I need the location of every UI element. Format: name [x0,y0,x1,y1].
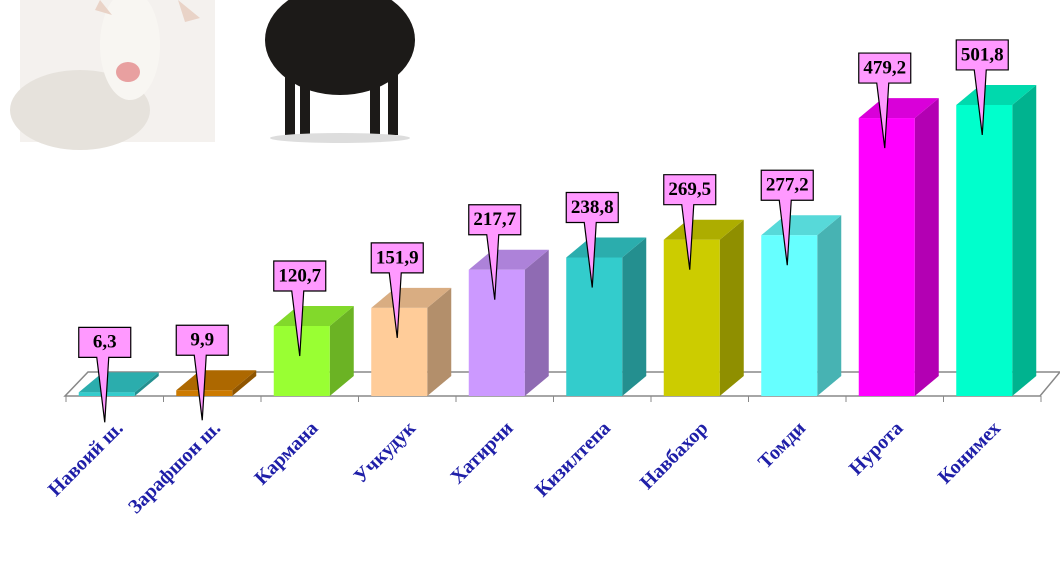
callout [78,326,132,423]
callout [468,204,522,300]
value-label: 151,9 [376,247,419,268]
bar-group [761,215,842,396]
bar-side [134,372,159,396]
bar-group [663,219,744,396]
callout [760,169,814,266]
callout [858,52,912,149]
value-label: 6,3 [93,332,117,353]
bar-group [371,287,452,396]
bar [273,325,330,396]
bar [858,118,915,397]
bar [956,104,1013,397]
bar [566,257,623,396]
bar-group [858,98,939,397]
bar-side [817,215,842,396]
x-tick-label: Навоий ш. [44,417,128,501]
value-label: 9,9 [190,330,214,351]
goat-picture [10,0,215,150]
x-tick-label: Хатирчи [446,417,517,488]
x-tick-label: Зарафшон ш. [124,417,225,518]
value-label: 238,8 [571,197,614,218]
bar-side [427,287,452,396]
value-label: 501,8 [961,44,1004,65]
bar-group [273,305,354,396]
bar-side [719,219,744,396]
bar-side [1012,84,1037,397]
sheep-picture [265,0,415,143]
bar-side [232,370,257,396]
x-tick-label: Учкудук [350,417,421,488]
bar-group [566,237,647,396]
x-tick-label: Конимех [934,417,1005,488]
callout [955,39,1009,136]
callout [663,174,717,270]
value-label: 217,7 [473,209,516,230]
bar-side [622,237,647,396]
bar-group [468,249,549,396]
bar-side [329,305,354,396]
callout [175,324,229,421]
x-tick-label: Нурота [845,417,908,480]
value-label: 120,7 [278,265,321,286]
bar [468,269,525,396]
callout [370,242,424,338]
bar [761,235,818,396]
bar [663,239,720,396]
callout [273,260,327,357]
callout [565,191,619,288]
x-tick-label: Кармана [250,417,322,489]
value-label: 269,5 [668,179,711,200]
bar-side [914,98,939,397]
bar-side [524,249,549,396]
value-label: 479,2 [863,57,906,78]
bar [371,307,428,396]
bar-group [956,84,1037,397]
value-label: 277,2 [766,175,809,196]
x-tick-label: Кизилтепа [531,417,615,501]
x-tick-label: Томди [754,417,810,473]
x-tick-label: Навбахор [636,417,713,494]
